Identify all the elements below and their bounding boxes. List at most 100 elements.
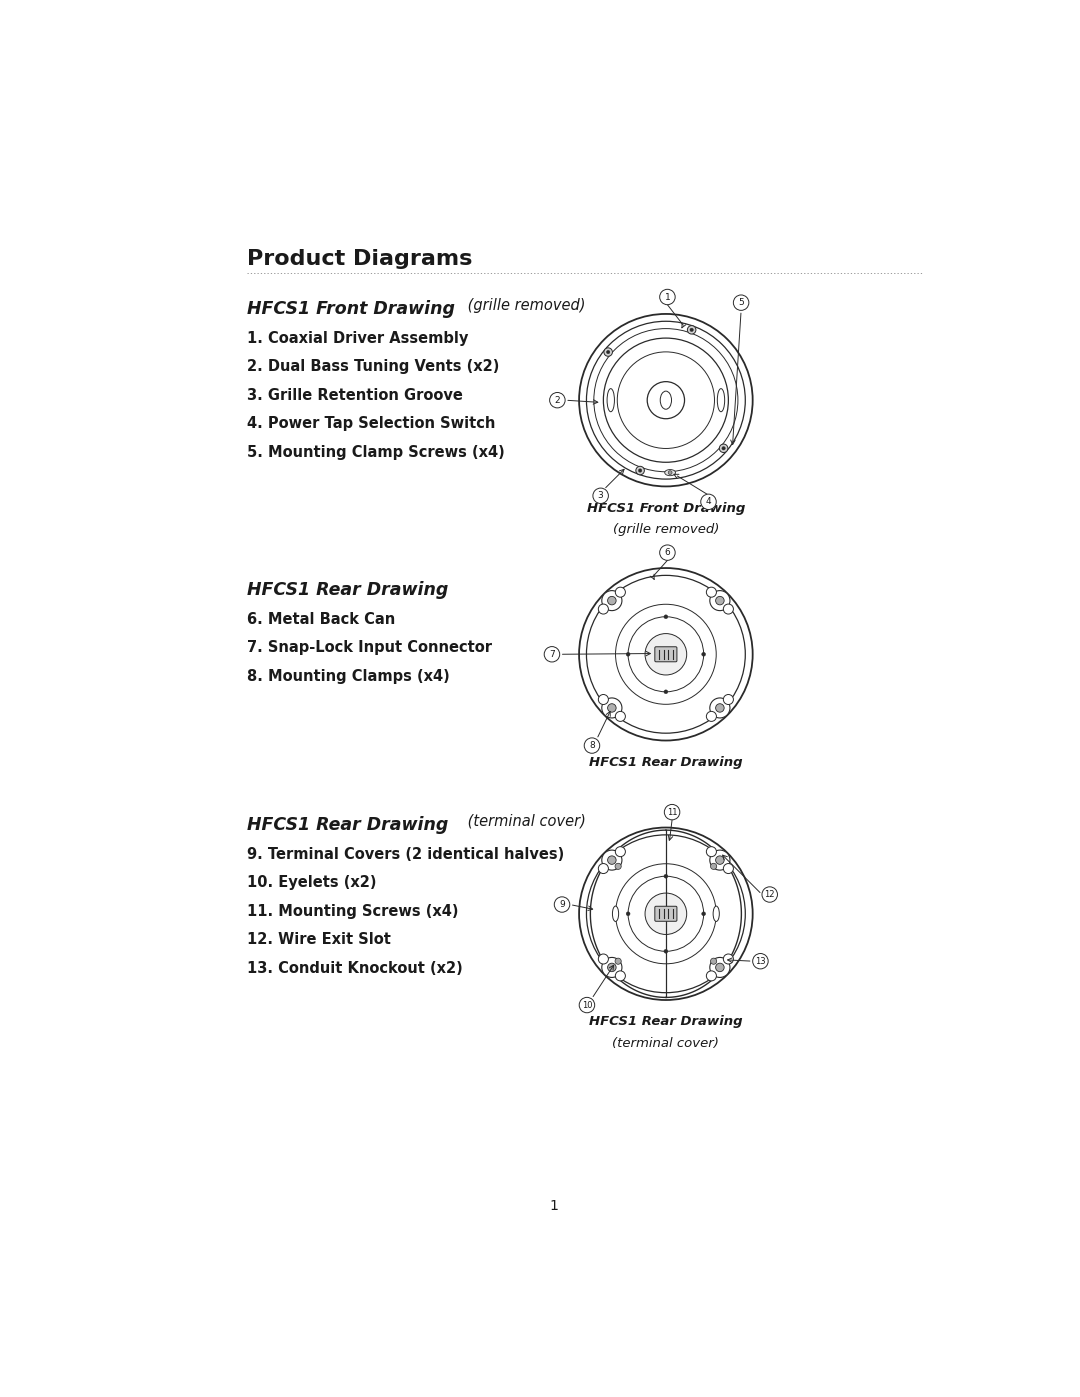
Circle shape [664, 950, 667, 953]
Ellipse shape [717, 388, 725, 412]
Circle shape [687, 326, 696, 334]
Circle shape [716, 856, 725, 865]
Circle shape [607, 351, 610, 353]
Circle shape [626, 912, 630, 915]
Circle shape [711, 958, 717, 964]
Circle shape [664, 690, 667, 694]
Circle shape [554, 897, 570, 912]
Circle shape [584, 738, 599, 753]
Text: 6. Metal Back Can: 6. Metal Back Can [247, 612, 395, 627]
Circle shape [616, 847, 625, 856]
Text: HFCS1 Rear Drawing: HFCS1 Rear Drawing [247, 816, 449, 834]
Circle shape [616, 711, 625, 721]
Circle shape [710, 851, 730, 870]
Ellipse shape [713, 907, 719, 922]
Circle shape [579, 997, 595, 1013]
Text: 7: 7 [549, 650, 555, 659]
Text: 3. Grille Retention Groove: 3. Grille Retention Groove [247, 388, 463, 402]
Text: (terminal cover): (terminal cover) [612, 1037, 719, 1051]
Circle shape [664, 875, 667, 879]
Text: 12. Wire Exit Slot: 12. Wire Exit Slot [247, 932, 391, 947]
Circle shape [664, 805, 679, 820]
Circle shape [604, 348, 612, 356]
Text: HFCS1 Rear Drawing: HFCS1 Rear Drawing [589, 756, 743, 768]
Text: 2: 2 [554, 395, 561, 405]
Circle shape [711, 863, 717, 869]
Circle shape [706, 847, 716, 856]
Text: 10. Eyelets (x2): 10. Eyelets (x2) [247, 876, 377, 890]
Circle shape [626, 652, 630, 657]
Circle shape [638, 469, 642, 472]
Circle shape [724, 863, 733, 873]
Circle shape [664, 615, 667, 619]
Text: 8. Mounting Clamps (x4): 8. Mounting Clamps (x4) [247, 669, 450, 685]
Circle shape [608, 597, 616, 605]
Text: HFCS1 Rear Drawing: HFCS1 Rear Drawing [247, 581, 449, 599]
Circle shape [719, 444, 728, 453]
Circle shape [608, 856, 616, 865]
Text: 13. Conduit Knockout (x2): 13. Conduit Knockout (x2) [247, 961, 463, 975]
Circle shape [608, 704, 616, 712]
Circle shape [716, 704, 725, 712]
Circle shape [710, 698, 730, 718]
Circle shape [706, 711, 716, 721]
Text: 1. Coaxial Driver Assembly: 1. Coaxial Driver Assembly [247, 331, 469, 346]
Ellipse shape [612, 907, 619, 922]
Circle shape [602, 957, 622, 978]
Circle shape [701, 495, 716, 510]
Circle shape [544, 647, 559, 662]
Text: 4. Power Tap Selection Switch: 4. Power Tap Selection Switch [247, 416, 496, 432]
Circle shape [706, 587, 716, 597]
Circle shape [598, 604, 608, 615]
Circle shape [724, 694, 733, 704]
Circle shape [593, 488, 608, 503]
Text: Product Diagrams: Product Diagrams [247, 249, 473, 270]
FancyBboxPatch shape [654, 907, 677, 921]
Circle shape [733, 295, 748, 310]
Text: 6: 6 [664, 548, 671, 557]
Text: 3: 3 [597, 492, 604, 500]
Text: 10: 10 [582, 1000, 592, 1010]
Circle shape [598, 954, 608, 964]
Circle shape [645, 893, 687, 935]
Text: (grille removed): (grille removed) [463, 298, 585, 313]
Text: 13: 13 [755, 957, 766, 965]
Circle shape [645, 634, 687, 675]
Circle shape [721, 447, 726, 450]
Text: (terminal cover): (terminal cover) [463, 813, 585, 828]
Circle shape [608, 963, 616, 972]
Circle shape [602, 591, 622, 610]
Text: 11: 11 [666, 807, 677, 817]
Circle shape [616, 971, 625, 981]
Circle shape [616, 587, 625, 597]
Text: 11. Mounting Screws (x4): 11. Mounting Screws (x4) [247, 904, 459, 919]
Circle shape [724, 954, 733, 964]
Text: 9. Terminal Covers (2 identical halves): 9. Terminal Covers (2 identical halves) [247, 847, 565, 862]
Text: 9: 9 [559, 900, 565, 909]
Circle shape [753, 954, 768, 970]
Text: 5: 5 [739, 298, 744, 307]
Circle shape [710, 957, 730, 978]
Circle shape [550, 393, 565, 408]
Text: 4: 4 [705, 497, 712, 506]
Text: 7. Snap-Lock Input Connector: 7. Snap-Lock Input Connector [247, 640, 492, 655]
Circle shape [615, 958, 621, 964]
Circle shape [724, 604, 733, 615]
Circle shape [660, 545, 675, 560]
FancyBboxPatch shape [654, 647, 677, 662]
Text: 2. Dual Bass Tuning Vents (x2): 2. Dual Bass Tuning Vents (x2) [247, 359, 500, 374]
Circle shape [716, 597, 725, 605]
Circle shape [702, 912, 705, 915]
Text: HFCS1 Front Drawing: HFCS1 Front Drawing [247, 300, 456, 319]
Circle shape [615, 863, 621, 869]
Text: HFCS1 Front Drawing: HFCS1 Front Drawing [586, 502, 745, 515]
Circle shape [762, 887, 778, 902]
Text: 5. Mounting Clamp Screws (x4): 5. Mounting Clamp Screws (x4) [247, 444, 505, 460]
Ellipse shape [664, 469, 676, 476]
Circle shape [602, 698, 622, 718]
Ellipse shape [607, 388, 615, 412]
Text: 12: 12 [765, 890, 775, 900]
Circle shape [702, 652, 705, 657]
Text: 8: 8 [589, 740, 595, 750]
Text: 1: 1 [549, 1199, 558, 1213]
